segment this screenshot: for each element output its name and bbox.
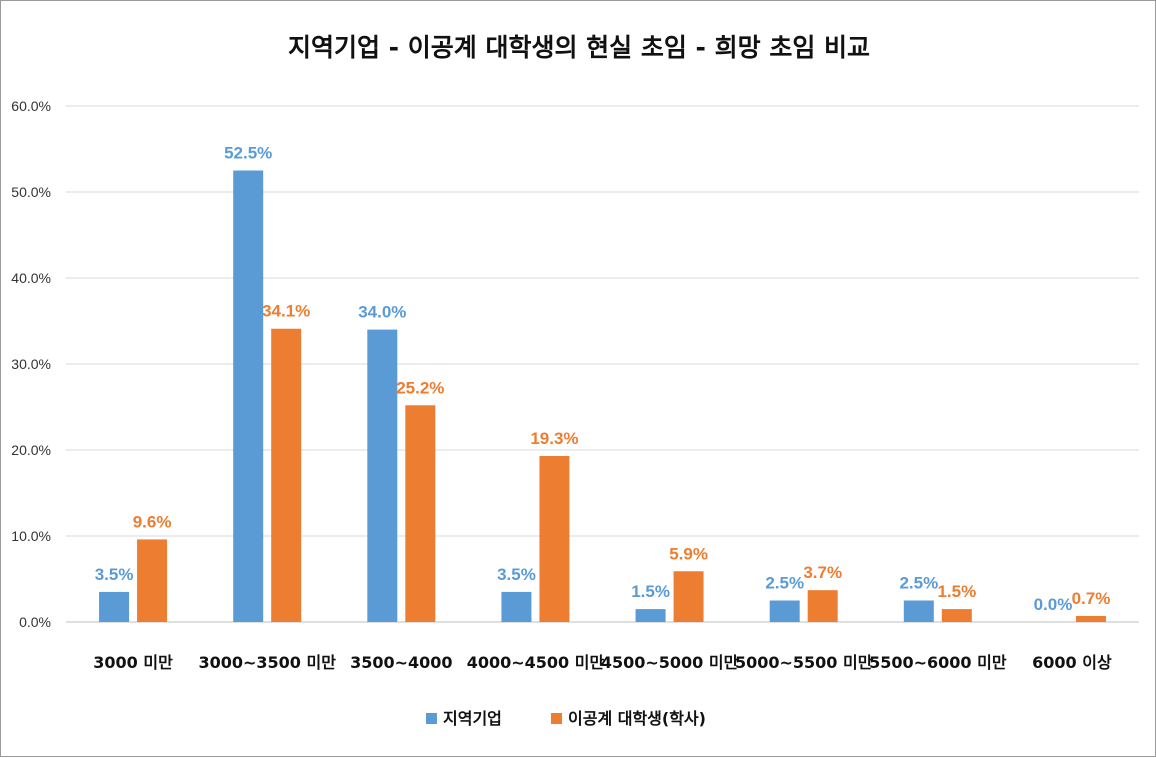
bar-series-1 [233, 170, 264, 622]
gridlines [66, 105, 1139, 623]
bar-series-1 [501, 591, 532, 622]
data-label-series-2: 5.9% [669, 544, 708, 563]
bar-series-2 [941, 609, 972, 622]
y-axis-ticks: 0.0% 10.0% 20.0% 30.0% 40.0% 50.0% 60.0% [11, 98, 51, 630]
bar-series-2 [673, 571, 704, 622]
y-tick-label: 50.0% [11, 184, 51, 200]
bar-series-2 [1075, 615, 1106, 622]
data-label-series-2: 19.3% [530, 429, 578, 448]
legend: 지역기업 이공계 대학생(학사) [426, 709, 706, 728]
data-label-series-1: 1.5% [631, 582, 670, 601]
y-tick-label: 0.0% [19, 614, 51, 630]
legend-swatch-series-1 [426, 713, 437, 724]
data-label-series-2: 34.1% [262, 302, 310, 321]
y-tick-label: 40.0% [11, 270, 51, 286]
data-label-series-2: 25.2% [396, 378, 444, 397]
bar-series-2 [137, 539, 168, 622]
bar-series-1 [769, 600, 800, 622]
data-label-series-1: 0.0% [1034, 595, 1073, 614]
x-tick-label: 6000 이상 [1032, 653, 1112, 672]
y-tick-label: 20.0% [11, 442, 51, 458]
data-label-series-1: 34.0% [358, 303, 406, 322]
bar-series-2 [271, 328, 302, 622]
bar-series-1 [367, 329, 398, 622]
x-tick-label: 5500~6000 미만 [869, 653, 1007, 672]
bar-series-2 [405, 405, 436, 622]
x-tick-label: 4000~4500 미만 [467, 653, 605, 672]
x-tick-label: 4500~5000 미만 [601, 653, 739, 672]
x-axis-ticks: 3000 미만 3000~3500 미만 3500~4000 4000~4500 미만… [93, 653, 1112, 672]
bars [99, 170, 1106, 622]
data-label-series-2: 3.7% [803, 563, 842, 582]
data-label-series-1: 52.5% [224, 144, 272, 163]
legend-swatch-series-2 [551, 713, 562, 724]
data-label-series-1: 3.5% [497, 565, 536, 584]
legend-label-series-1: 지역기업 [443, 709, 502, 728]
data-label-series-2: 9.6% [133, 512, 172, 531]
data-label-series-1: 2.5% [899, 574, 938, 593]
data-label-series-1: 3.5% [95, 565, 134, 584]
chart-title: 지역기업 - 이공계 대학생의 현실 초임 - 희망 초임 비교 [288, 33, 870, 62]
x-tick-label: 3000 미만 [93, 653, 173, 672]
legend-label-series-2: 이공계 대학생(학사) [568, 709, 706, 728]
data-label-series-2: 1.5% [937, 582, 976, 601]
bar-series-2 [539, 456, 570, 622]
data-labels: 3.5% 9.6% 52.5% 34.1% 34.0% 25.2% 3.5% 19.3% 1.5… [95, 144, 1111, 615]
y-tick-label: 60.0% [11, 98, 51, 114]
x-tick-label: 3000~3500 미만 [198, 653, 336, 672]
data-label-series-2: 0.7% [1072, 589, 1111, 608]
y-tick-label: 10.0% [11, 528, 51, 544]
bar-series-1 [635, 609, 666, 622]
bar-series-1 [99, 591, 130, 622]
bar-series-2 [807, 590, 838, 622]
data-label-series-1: 2.5% [765, 574, 804, 593]
y-tick-label: 30.0% [11, 356, 51, 372]
x-tick-label: 5000~5500 미만 [735, 653, 873, 672]
x-tick-label: 3500~4000 [350, 653, 452, 672]
bar-series-1 [903, 600, 934, 622]
